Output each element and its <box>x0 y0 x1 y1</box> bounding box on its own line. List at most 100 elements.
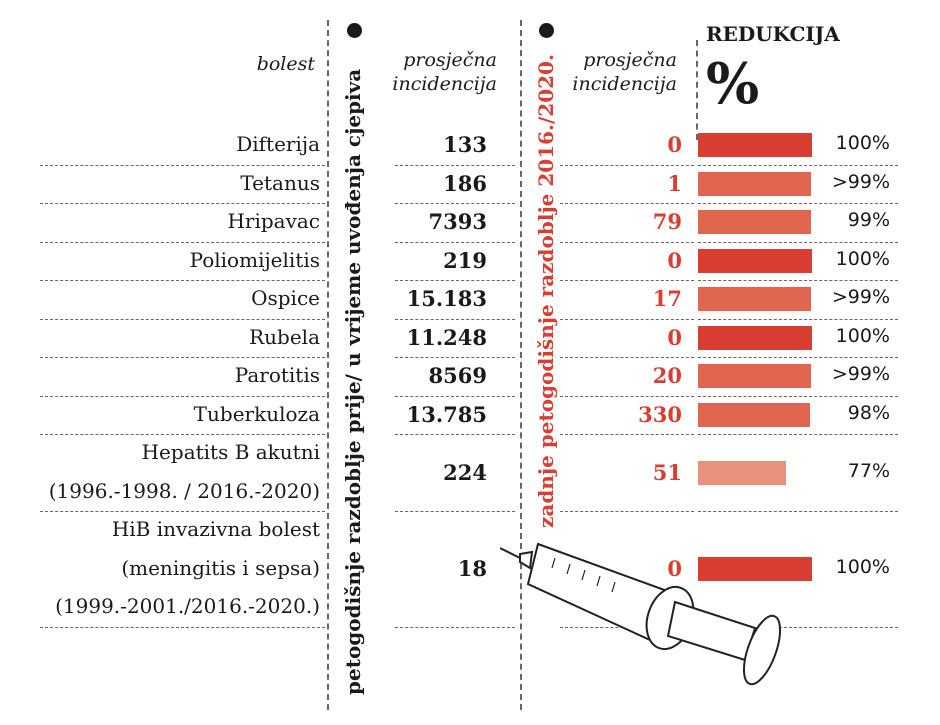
disease-name: Parotitis <box>234 363 320 387</box>
row-divider <box>40 203 325 204</box>
row-divider <box>395 241 515 243</box>
disease-name: HiB invazivna bolest <box>111 517 320 541</box>
reduction-label: 99% <box>847 209 890 232</box>
reduction-label: 77% <box>847 459 890 482</box>
row-divider <box>560 241 694 243</box>
row-divider <box>560 318 694 320</box>
disease-name: Difterija <box>236 132 320 156</box>
row-divider <box>698 203 898 204</box>
header-percent: % <box>706 51 760 117</box>
incidence-before: 11.248 <box>406 324 487 350</box>
bullet-dot <box>539 23 554 38</box>
reduction-bar <box>698 171 812 196</box>
row-divider <box>698 434 898 435</box>
row-divider <box>395 626 515 628</box>
row-divider <box>395 357 515 358</box>
incidence-after: 0 <box>667 247 682 273</box>
disease-name: Rubela <box>249 324 320 349</box>
reduction-label: >99% <box>831 363 890 386</box>
row-divider <box>40 241 325 243</box>
header-disease: bolest <box>256 53 315 75</box>
incidence-before: 18 <box>457 555 487 581</box>
incidence-after: 17 <box>652 286 682 312</box>
incidence-before: 133 <box>443 132 487 158</box>
row-divider <box>560 357 694 358</box>
disease-name: (meningitis i sepsa) <box>121 555 320 580</box>
row-divider <box>40 164 325 166</box>
reduction-label: 98% <box>847 401 890 424</box>
row-divider <box>698 511 898 512</box>
row-divider <box>395 280 515 281</box>
row-divider <box>40 626 325 628</box>
reduction-bar <box>698 287 812 312</box>
reduction-bar <box>698 133 812 158</box>
row-divider <box>395 203 515 204</box>
incidence-after: 79 <box>652 209 682 235</box>
disease-name: Hepatits B akutni <box>141 440 320 464</box>
disease-name: Poliomijelitis <box>189 247 320 272</box>
disease-name: (1996.-1998. / 2016.-2020) <box>48 478 320 503</box>
reduction-label: >99% <box>831 286 890 309</box>
row-divider <box>40 357 325 358</box>
row-divider <box>560 434 694 435</box>
row-divider <box>395 164 515 166</box>
incidence-after: 1 <box>667 170 682 196</box>
header-reduction: REDUKCIJA <box>706 22 840 46</box>
disease-name: (1999.-2001./2016.-2020.) <box>55 594 320 618</box>
row-divider <box>395 395 515 397</box>
row-divider <box>698 280 898 281</box>
row-divider <box>698 395 898 397</box>
row-divider <box>395 318 515 320</box>
incidence-after: 20 <box>652 363 682 389</box>
disease-name: Tetanus <box>240 170 320 195</box>
reduction-bar <box>698 325 812 350</box>
incidence-after: 330 <box>638 401 682 427</box>
incidence-after: 0 <box>667 324 682 350</box>
header-line: prosječna <box>403 49 497 71</box>
row-divider <box>395 434 515 435</box>
row-divider <box>560 203 694 204</box>
reduction-label: >99% <box>831 170 890 193</box>
reduction-label: 100% <box>835 555 890 578</box>
header-line: incidencija <box>572 73 677 95</box>
incidence-before: 224 <box>443 459 487 485</box>
row-divider <box>560 280 694 281</box>
incidence-before: 13.785 <box>406 401 487 427</box>
disease-name: Hripavac <box>227 209 320 233</box>
header-line: incidencija <box>392 73 497 95</box>
row-divider <box>395 511 515 512</box>
period-before-label: petogodišnje razdoblje prije/ u vrijeme … <box>341 68 365 695</box>
incidence-before: 7393 <box>428 209 487 235</box>
incidence-before: 186 <box>443 170 487 196</box>
reduction-label: 100% <box>835 247 890 270</box>
row-divider <box>40 318 325 320</box>
row-divider <box>40 434 325 435</box>
row-divider <box>40 511 325 512</box>
column-divider <box>696 40 698 140</box>
reduction-label: 100% <box>835 324 890 347</box>
column-divider <box>327 20 329 710</box>
header-line: prosječna <box>583 49 677 71</box>
reduction-bar <box>698 364 812 389</box>
reduction-bar <box>698 402 810 427</box>
reduction-label: 100% <box>835 132 890 155</box>
period-after-label: zadnje petogodišnje razdoblje 2016./2020… <box>534 54 558 528</box>
incidence-after: 51 <box>652 459 682 485</box>
disease-name: Ospice <box>251 286 320 310</box>
header-avg-after: prosječna incidencija <box>560 48 677 96</box>
row-divider <box>698 164 898 166</box>
incidence-after: 0 <box>667 555 682 581</box>
row-divider <box>698 626 898 628</box>
row-divider <box>40 280 325 281</box>
row-divider <box>698 357 898 358</box>
reduction-bar <box>698 460 786 485</box>
reduction-bar <box>698 556 812 581</box>
incidence-before: 219 <box>443 247 487 273</box>
reduction-bar <box>698 248 812 273</box>
row-divider <box>560 164 694 166</box>
reduction-bar <box>698 210 811 235</box>
header-avg-before: prosječna incidencija <box>380 48 497 96</box>
row-divider <box>560 395 694 397</box>
syringe-icon <box>500 542 782 686</box>
